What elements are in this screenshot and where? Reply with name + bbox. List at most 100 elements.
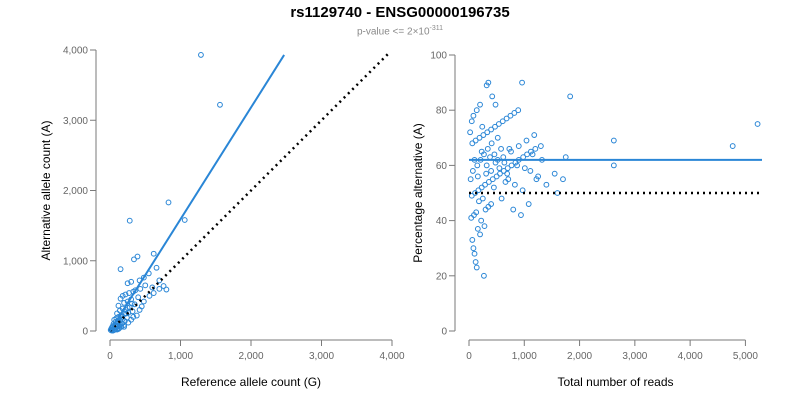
left-x-axis-title: Reference allele count (G) <box>181 375 321 389</box>
right-data-point <box>527 168 534 174</box>
right-data-point <box>496 165 503 172</box>
right-data-point <box>488 201 495 207</box>
right-data-point <box>473 264 480 271</box>
left-data-point <box>153 264 160 271</box>
right-data-point <box>489 176 496 183</box>
right-data-point <box>480 132 487 138</box>
right-data-point <box>481 272 487 279</box>
right-data-point <box>510 206 517 213</box>
right-data-point <box>515 107 522 114</box>
left-y-axis-title: Alternative allele count (A) <box>39 120 53 260</box>
right-data-point <box>523 137 530 144</box>
right-data-point <box>477 231 483 238</box>
right-data-point <box>503 115 510 122</box>
right-data-point <box>477 101 483 108</box>
plot-allele-counts: 0 1,000 2,000 3,000 4,000 0 1,000 2,000 3,000 4,0… <box>39 46 405 390</box>
left-data-point <box>124 280 131 287</box>
right-data-point <box>518 212 524 218</box>
right-data-point <box>560 176 566 183</box>
right-data-point <box>473 209 480 216</box>
left-data-point <box>165 199 172 206</box>
right-data-point <box>482 181 488 188</box>
right-x-tick-label: 4,000 <box>678 351 703 362</box>
left-x-tick-label: 3,000 <box>309 351 334 362</box>
left-data-point <box>181 217 188 223</box>
right-data-point <box>531 132 538 138</box>
right-data-point <box>529 151 536 158</box>
left-data-point <box>126 217 133 224</box>
right-data-point <box>488 168 495 174</box>
right-data-point <box>467 129 474 136</box>
right-data-point <box>486 179 492 185</box>
right-x-axis-title: Total number of reads <box>557 375 673 389</box>
right-data-point <box>478 184 485 191</box>
right-data-point <box>551 170 558 177</box>
left-x-tick-label: 1,000 <box>168 351 193 362</box>
right-data-point <box>484 129 491 136</box>
left-data-point <box>198 52 204 58</box>
left-y-tick-label: 3,000 <box>63 116 88 127</box>
right-data-point <box>497 170 503 177</box>
left-x-tick-label: 2,000 <box>238 351 263 362</box>
right-data-point <box>491 151 498 158</box>
left-data-point <box>121 300 127 306</box>
left-data-point <box>133 312 140 319</box>
right-data-point <box>519 79 525 86</box>
left-data-point <box>217 101 223 108</box>
right-data-point <box>479 123 486 130</box>
right-data-point <box>471 250 478 257</box>
right-data-point <box>500 154 507 161</box>
right-data-point <box>468 118 475 125</box>
right-data-point <box>469 140 476 147</box>
right-data-point <box>467 176 474 183</box>
left-data-point <box>131 256 137 263</box>
right-y-tick-label: 80 <box>436 106 448 117</box>
right-data-point <box>475 187 482 194</box>
left-data-point <box>150 290 157 296</box>
right-data-point <box>504 165 511 172</box>
right-y-tick-label: 20 <box>436 271 448 282</box>
right-data-point <box>492 101 499 108</box>
left-data-point <box>160 283 167 289</box>
left-data-point <box>140 274 147 281</box>
right-data-point <box>507 112 514 119</box>
right-data-point <box>485 203 492 210</box>
right-data-point <box>468 192 475 199</box>
right-data-point <box>468 214 475 221</box>
right-data-point <box>478 148 485 155</box>
right-y-tick-label: 100 <box>430 51 447 62</box>
right-x-tick-label: 1,000 <box>512 351 537 362</box>
left-data-point <box>125 319 132 326</box>
right-data-point <box>504 170 511 177</box>
left-data-point <box>140 298 147 305</box>
right-data-point <box>469 168 476 174</box>
right-data-point <box>481 223 488 230</box>
right-data-point <box>484 145 491 152</box>
right-data-point <box>499 118 506 125</box>
right-data-point <box>476 134 483 141</box>
left-data-point <box>149 284 156 291</box>
right-data-point <box>473 107 480 114</box>
right-data-point <box>492 123 498 130</box>
left-data-point <box>135 294 142 301</box>
right-data-point <box>470 112 477 119</box>
right-data-point <box>543 181 550 188</box>
right-y-tick-label: 0 <box>441 327 447 338</box>
right-data-point <box>754 121 761 127</box>
right-data-point <box>537 143 544 149</box>
right-data-point <box>514 162 520 169</box>
right-data-point <box>474 173 481 180</box>
right-data-point <box>482 206 489 213</box>
right-data-point <box>562 154 569 161</box>
right-data-point <box>515 143 522 149</box>
right-y-axis-title: Percentage alternative (A) <box>411 123 425 262</box>
right-data-point <box>472 190 478 196</box>
right-data-point <box>493 173 500 180</box>
right-data-point <box>472 259 479 265</box>
plot-percentage-alternative: 0 20 40 60 80 100 0 1,000 2,000 3,000 4,000 5,000 To… <box>411 51 762 389</box>
right-data-point <box>519 187 526 194</box>
left-data-point <box>142 282 149 289</box>
right-data-point <box>524 151 530 158</box>
left-data-point <box>146 292 153 299</box>
